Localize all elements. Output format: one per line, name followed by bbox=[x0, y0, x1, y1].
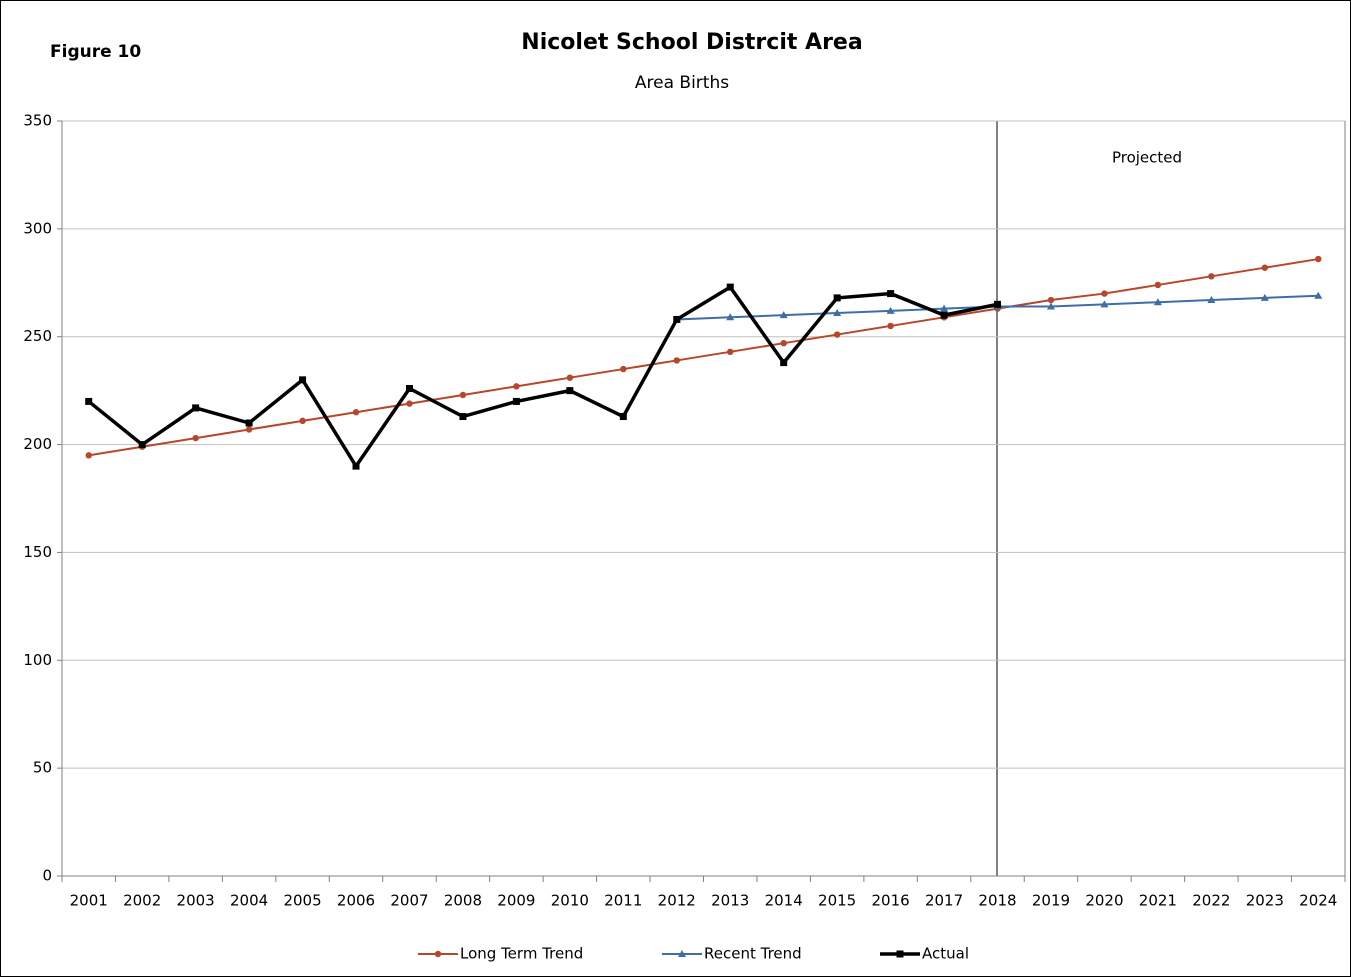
point bbox=[299, 376, 307, 384]
point bbox=[726, 283, 734, 291]
x-tick-label: 2017 bbox=[925, 892, 963, 910]
x-tick-label: 2008 bbox=[444, 892, 482, 910]
legend-label: Actual bbox=[922, 945, 969, 963]
legend-label: Long Term Trend bbox=[460, 945, 583, 963]
point bbox=[513, 383, 520, 390]
point bbox=[459, 413, 467, 421]
y-tick-label: 350 bbox=[23, 112, 52, 130]
point bbox=[1154, 281, 1162, 289]
x-tick-label: 2003 bbox=[177, 892, 215, 910]
legend-marker bbox=[896, 950, 904, 958]
point bbox=[566, 387, 574, 395]
x-tick-label: 2005 bbox=[283, 892, 321, 910]
legend-label: Recent Trend bbox=[704, 945, 802, 963]
point bbox=[1100, 300, 1109, 308]
point bbox=[459, 391, 467, 399]
point bbox=[138, 441, 146, 449]
point bbox=[1261, 264, 1269, 271]
point bbox=[405, 384, 413, 392]
point bbox=[192, 404, 200, 412]
point bbox=[245, 419, 253, 427]
point bbox=[1101, 290, 1108, 297]
point bbox=[833, 331, 841, 338]
point bbox=[940, 304, 949, 312]
x-tick-label: 2020 bbox=[1085, 892, 1123, 910]
x-tick-label: 2009 bbox=[497, 892, 535, 910]
point bbox=[994, 300, 1002, 308]
point bbox=[406, 400, 413, 407]
x-tick-label: 2001 bbox=[70, 892, 108, 910]
point bbox=[85, 452, 92, 459]
point bbox=[833, 294, 841, 302]
x-tick-label: 2018 bbox=[978, 892, 1016, 910]
point bbox=[887, 322, 894, 330]
x-tick-label: 2023 bbox=[1246, 892, 1284, 910]
x-tick-label: 2004 bbox=[230, 892, 268, 910]
figure-label: Figure 10 bbox=[50, 42, 141, 62]
point bbox=[1314, 291, 1323, 299]
point bbox=[1046, 302, 1055, 310]
point bbox=[1208, 273, 1215, 280]
point bbox=[726, 313, 735, 321]
point bbox=[673, 357, 680, 364]
point bbox=[1153, 298, 1162, 306]
x-tick-label: 2010 bbox=[551, 892, 589, 910]
annotation: Projected bbox=[1112, 149, 1182, 167]
legend-marker bbox=[678, 950, 686, 957]
point bbox=[566, 374, 574, 381]
point bbox=[85, 397, 93, 405]
series-line bbox=[88, 258, 1319, 457]
legend-marker bbox=[434, 950, 442, 958]
point bbox=[673, 315, 681, 323]
chart-subtitle: Area Births bbox=[635, 73, 729, 93]
chart-title: Nicolet School Distrcit Area bbox=[521, 30, 862, 55]
x-tick-label: 2012 bbox=[658, 892, 696, 910]
point bbox=[1315, 255, 1322, 263]
y-tick-label: 150 bbox=[23, 543, 52, 561]
series-line bbox=[87, 284, 998, 470]
x-tick-label: 2011 bbox=[604, 892, 642, 910]
point bbox=[299, 417, 306, 425]
y-tick-label: 50 bbox=[33, 759, 52, 777]
x-tick-label: 2002 bbox=[123, 892, 161, 910]
point bbox=[620, 365, 627, 373]
y-tick-label: 0 bbox=[42, 867, 52, 885]
point bbox=[619, 413, 627, 421]
point bbox=[192, 434, 199, 442]
x-tick-label: 2021 bbox=[1139, 892, 1177, 910]
point bbox=[779, 311, 788, 319]
x-tick-label: 2007 bbox=[390, 892, 428, 910]
point bbox=[727, 348, 734, 356]
point bbox=[245, 426, 253, 433]
x-tick-label: 2014 bbox=[765, 892, 803, 910]
x-tick-label: 2024 bbox=[1299, 892, 1337, 910]
x-tick-label: 2019 bbox=[1032, 892, 1070, 910]
x-tick-label: 2015 bbox=[818, 892, 856, 910]
point bbox=[833, 308, 842, 316]
x-tick-label: 2016 bbox=[872, 892, 910, 910]
point bbox=[780, 339, 787, 347]
point bbox=[512, 397, 520, 405]
y-tick-label: 100 bbox=[23, 651, 52, 669]
y-tick-label: 300 bbox=[23, 219, 52, 237]
x-tick-label: 2013 bbox=[711, 892, 749, 910]
point bbox=[352, 409, 360, 416]
point bbox=[1047, 296, 1055, 304]
point bbox=[887, 290, 895, 298]
point bbox=[352, 462, 360, 470]
x-tick-label: 2006 bbox=[337, 892, 375, 910]
y-tick-label: 200 bbox=[23, 435, 52, 453]
point bbox=[940, 311, 948, 319]
point bbox=[886, 306, 895, 314]
y-tick-label: 250 bbox=[23, 327, 52, 345]
x-tick-label: 2022 bbox=[1192, 892, 1230, 910]
point bbox=[780, 359, 788, 367]
point bbox=[1260, 293, 1269, 301]
point bbox=[1207, 296, 1216, 304]
